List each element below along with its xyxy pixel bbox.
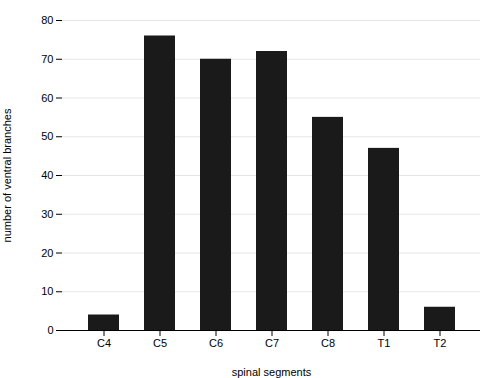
svg-text:T2: T2 bbox=[434, 337, 447, 349]
svg-text:50: 50 bbox=[41, 130, 53, 142]
svg-text:C8: C8 bbox=[321, 337, 335, 349]
svg-text:C4: C4 bbox=[97, 337, 111, 349]
svg-text:40: 40 bbox=[41, 169, 53, 181]
svg-text:C6: C6 bbox=[209, 337, 223, 349]
svg-text:spinal segments: spinal segments bbox=[232, 366, 312, 378]
svg-text:60: 60 bbox=[41, 92, 53, 104]
svg-text:C7: C7 bbox=[265, 337, 279, 349]
svg-text:30: 30 bbox=[41, 208, 53, 220]
svg-text:20: 20 bbox=[41, 247, 53, 259]
svg-text:10: 10 bbox=[41, 285, 53, 297]
svg-text:70: 70 bbox=[41, 53, 53, 65]
svg-text:80: 80 bbox=[41, 14, 53, 26]
svg-text:C5: C5 bbox=[153, 337, 167, 349]
svg-text:0: 0 bbox=[47, 324, 53, 336]
svg-text:T1: T1 bbox=[378, 337, 391, 349]
svg-text:number of ventral branches: number of ventral branches bbox=[1, 108, 13, 242]
